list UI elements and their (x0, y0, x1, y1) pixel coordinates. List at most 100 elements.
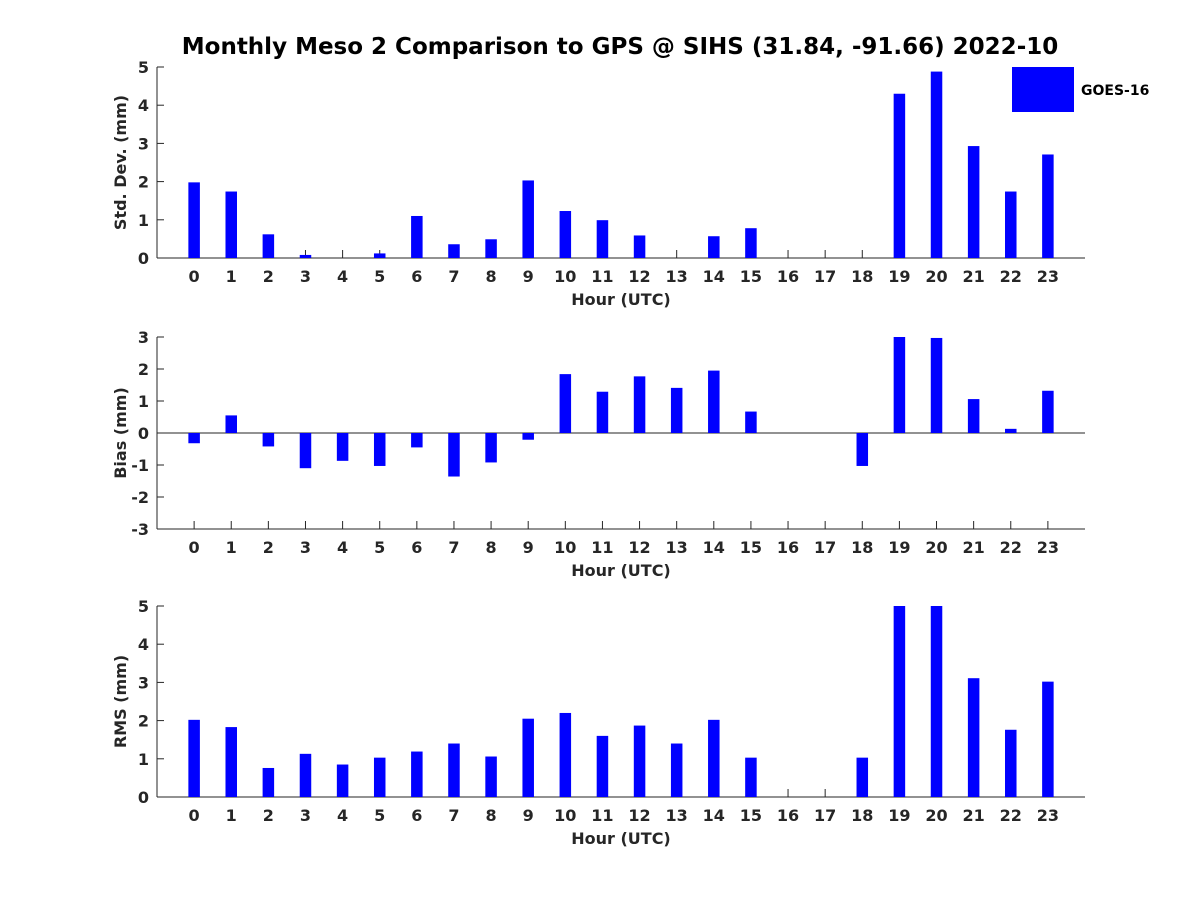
bar-hour-23 (1042, 390, 1054, 433)
x-tick-label: 1 (226, 538, 237, 557)
x-tick-label: 18 (851, 806, 873, 825)
bar-hour-4 (336, 764, 349, 797)
x-tick-label: 11 (591, 538, 613, 557)
x-axis-label: Hour (UTC) (571, 290, 671, 309)
y-tick-label: 4 (138, 96, 149, 115)
bar-hour-7 (448, 433, 460, 477)
y-tick-label: 2 (138, 173, 149, 192)
bar-hour-21 (967, 678, 980, 797)
bar-hour-19 (893, 337, 906, 433)
x-tick-label: 11 (591, 806, 613, 825)
x-tick-label: 0 (189, 538, 200, 557)
bar-hour-6 (411, 751, 423, 797)
x-tick-label: 20 (925, 806, 947, 825)
x-tick-label: 2 (263, 806, 274, 825)
bar-hour-12 (633, 235, 646, 258)
bar-hour-10 (559, 211, 572, 258)
y-tick-label: 5 (138, 58, 149, 77)
x-tick-label: 22 (1000, 267, 1022, 286)
y-tick-label: 0 (138, 424, 149, 443)
x-tick-label: 0 (189, 806, 200, 825)
x-axis-label: Hour (UTC) (571, 561, 671, 580)
x-tick-label: 16 (777, 538, 799, 557)
x-tick-label: 21 (963, 267, 985, 286)
bar-hour-3 (299, 254, 312, 258)
bar-hour-20 (930, 337, 943, 433)
x-tick-label: 4 (337, 267, 348, 286)
y-tick-label: 5 (138, 597, 149, 616)
x-tick-label: 1 (226, 267, 237, 286)
y-tick-label: 1 (138, 750, 149, 769)
x-tick-label: 6 (411, 806, 422, 825)
bar-hour-5 (373, 433, 386, 466)
x-tick-label: 22 (1000, 806, 1022, 825)
x-tick-label: 12 (628, 806, 650, 825)
y-axis-label: RMS (mm) (111, 655, 130, 748)
bar-hour-11 (596, 391, 609, 433)
bar-hour-2 (262, 234, 275, 258)
bar-hour-14 (708, 719, 720, 797)
y-tick-label: -1 (131, 456, 149, 475)
x-tick-label: 17 (814, 267, 836, 286)
bar-hour-7 (448, 743, 460, 797)
x-tick-label: 8 (486, 806, 497, 825)
x-tick-label: 7 (448, 806, 459, 825)
bar-hour-21 (967, 399, 980, 433)
x-tick-label: 5 (374, 267, 385, 286)
y-tick-label: 1 (138, 211, 149, 230)
bar-hour-11 (596, 735, 609, 797)
bar-hour-8 (485, 433, 497, 463)
x-tick-label: 5 (374, 806, 385, 825)
bar-hour-13 (670, 387, 683, 433)
bar-hour-15 (745, 757, 757, 797)
y-tick-label: 1 (138, 392, 149, 411)
x-tick-label: 15 (740, 538, 762, 557)
y-tick-label: 3 (138, 134, 149, 153)
y-tick-label: 0 (138, 788, 149, 807)
y-axis-label: Bias (mm) (111, 387, 130, 479)
bar-hour-9 (522, 433, 534, 440)
x-tick-label: 19 (888, 267, 910, 286)
x-tick-label: 8 (486, 267, 497, 286)
bar-hour-19 (893, 93, 906, 259)
x-tick-label: 11 (591, 267, 613, 286)
bar-hour-10 (559, 712, 572, 797)
x-tick-label: 17 (814, 538, 836, 557)
x-tick-label: 19 (888, 806, 910, 825)
x-tick-label: 12 (628, 538, 650, 557)
bar-hour-4 (336, 433, 349, 461)
y-tick-label: 3 (138, 673, 149, 692)
bar-hour-23 (1042, 154, 1054, 258)
bar-hour-15 (745, 411, 757, 433)
y-tick-label: 4 (138, 635, 149, 654)
x-tick-label: 9 (523, 267, 534, 286)
legend: GOES-16 (1012, 67, 1149, 112)
bar-hour-1 (225, 727, 237, 797)
x-tick-label: 3 (300, 538, 311, 557)
x-tick-label: 9 (523, 806, 534, 825)
bar-hour-14 (708, 370, 720, 433)
x-tick-label: 17 (814, 806, 836, 825)
bar-hour-0 (188, 719, 200, 797)
bar-hour-21 (967, 146, 980, 258)
bar-hour-10 (559, 374, 572, 433)
x-tick-label: 16 (777, 267, 799, 286)
bar-hour-18 (856, 757, 869, 797)
bar-hour-22 (1005, 191, 1017, 258)
x-tick-label: 13 (666, 806, 688, 825)
x-tick-label: 3 (300, 806, 311, 825)
x-tick-label: 1 (226, 806, 237, 825)
x-tick-label: 19 (888, 538, 910, 557)
bar-hour-23 (1042, 681, 1054, 797)
x-axis-label: Hour (UTC) (571, 829, 671, 848)
x-tick-label: 4 (337, 806, 348, 825)
x-tick-label: 15 (740, 267, 762, 286)
bar-hour-7 (448, 244, 460, 258)
chart-title: Monthly Meso 2 Comparison to GPS @ SIHS … (182, 34, 1059, 60)
bar-hour-20 (930, 606, 943, 797)
